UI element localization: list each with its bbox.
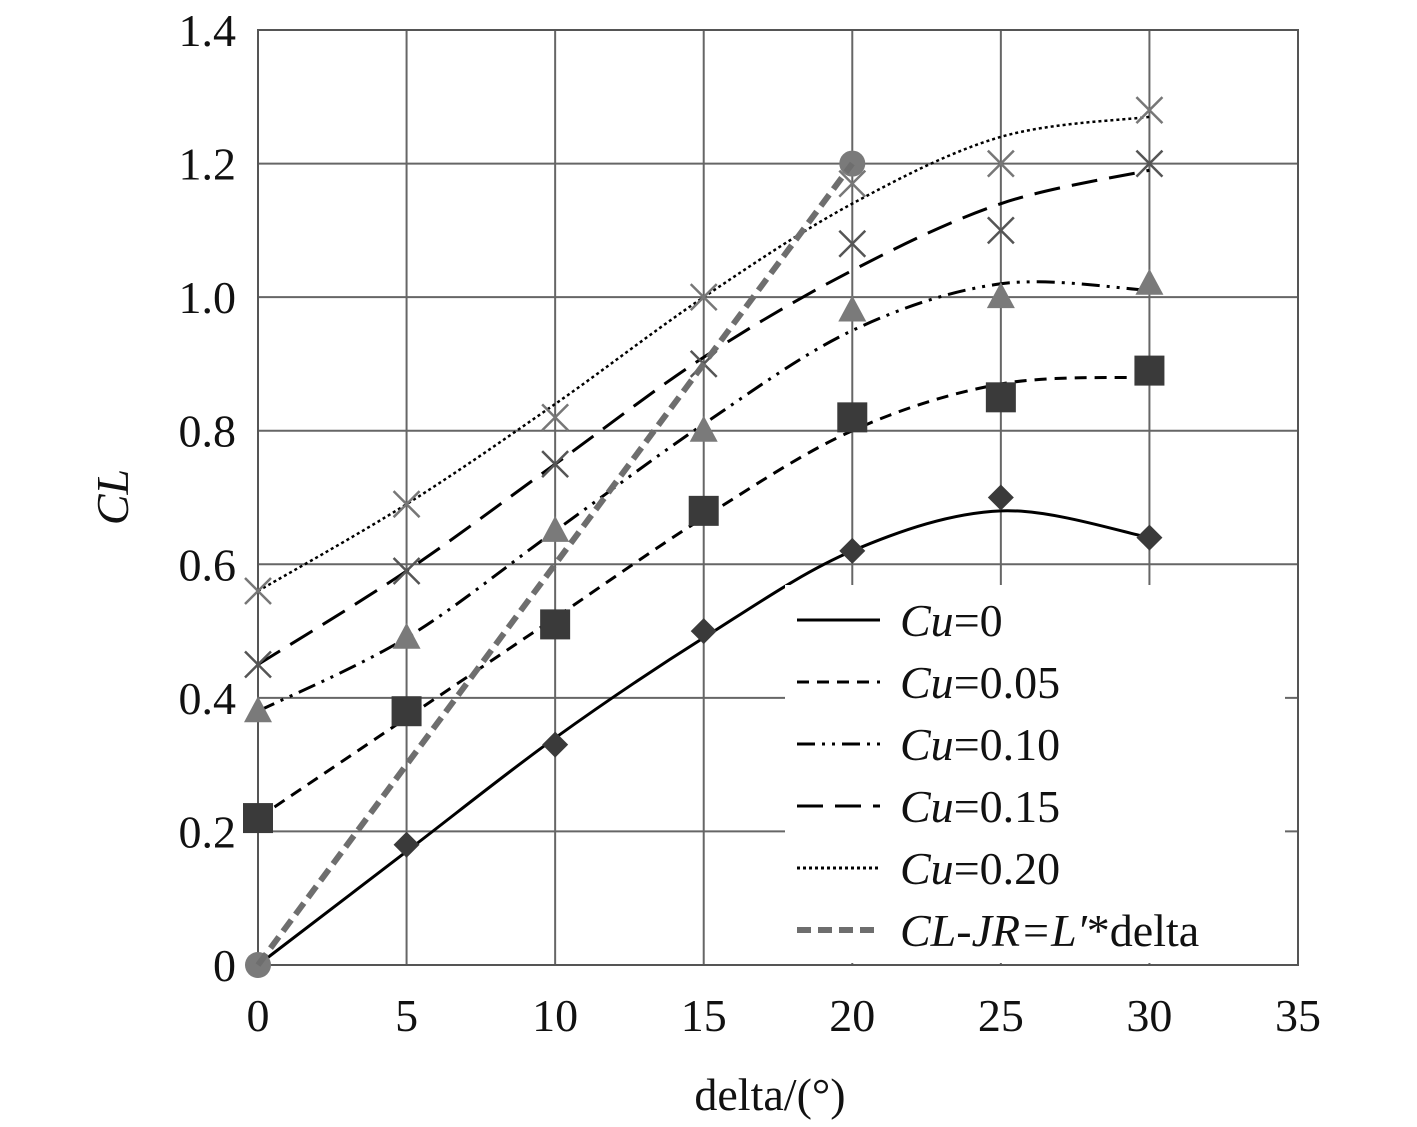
data-point-square xyxy=(985,382,1016,413)
y-tick-label: 0.4 xyxy=(179,673,237,724)
data-point-diamond xyxy=(393,831,420,858)
plot-frame xyxy=(257,29,1299,966)
data-point-square xyxy=(540,609,571,640)
legend-label-rest: =0.05 xyxy=(954,657,1060,708)
legend-label-3: Cu=0.15 xyxy=(900,781,1060,832)
y-tick-label: 0.8 xyxy=(179,406,237,457)
data-point-triangle xyxy=(1135,268,1164,295)
data-point-square xyxy=(837,402,868,433)
marker-stroke xyxy=(244,577,272,605)
data-point-triangle xyxy=(986,282,1015,309)
marker-stroke xyxy=(986,216,1015,245)
marker-stroke xyxy=(244,650,272,679)
legend-background xyxy=(785,585,1285,963)
marker-stroke xyxy=(986,149,1015,178)
legend-label-rest: =0.10 xyxy=(954,719,1060,770)
legend-label-italic: Cu xyxy=(900,657,954,708)
data-point-x xyxy=(244,650,272,679)
x-tick-label: 15 xyxy=(681,990,727,1041)
marker-stroke xyxy=(392,490,421,519)
marker-stroke xyxy=(838,229,867,258)
data-point-x xyxy=(838,229,867,258)
x-tick-label: 10 xyxy=(532,990,578,1041)
data-point-x xyxy=(986,216,1015,245)
data-point-x xyxy=(986,149,1015,178)
data-point-diamond xyxy=(1136,524,1163,551)
data-point-square xyxy=(1134,355,1165,386)
data-point-triangle xyxy=(541,515,570,542)
marker-stroke xyxy=(541,450,570,478)
axes: 0 5 10 15 20 25 30 35 0 0.2 0.4 0.6 0.8 1.0 1.2 1.4 xyxy=(179,5,1322,1041)
data-point-square xyxy=(243,803,273,834)
series-line-5 xyxy=(255,161,855,967)
legend-label-rest: *delta xyxy=(1087,905,1199,956)
x-tick-label: 20 xyxy=(829,990,875,1041)
data-point-triangle xyxy=(244,696,272,723)
x-tick-label: 25 xyxy=(978,990,1024,1041)
marker-stroke xyxy=(1135,149,1164,178)
legend: Cu=0Cu=0.05Cu=0.10Cu=0.15Cu=0.20CL-JR=L′… xyxy=(785,585,1285,963)
data-point-x xyxy=(1135,149,1164,178)
data-point-diamond xyxy=(839,537,866,564)
legend-label-italic: CL-JR=L′ xyxy=(900,905,1088,956)
series-markers-1 xyxy=(243,355,1165,834)
data-point-x xyxy=(392,490,421,519)
legend-label-5: CL-JR=L′*delta xyxy=(900,905,1199,956)
x-tick-label: 0 xyxy=(247,990,270,1041)
data-point-square xyxy=(391,696,422,727)
data-point-diamond xyxy=(987,484,1014,511)
data-point-square xyxy=(688,495,719,526)
data-point-x xyxy=(541,403,570,432)
data-point-x xyxy=(689,283,718,312)
legend-label-1: Cu=0.05 xyxy=(900,657,1060,708)
data-point-x xyxy=(244,577,272,605)
legend-label-italic: Cu xyxy=(900,719,954,770)
data-point-diamond xyxy=(542,731,569,758)
y-tick-label: 0.2 xyxy=(179,806,237,857)
marker-stroke xyxy=(838,169,867,198)
marker-stroke xyxy=(689,283,718,312)
x-tick-label: 5 xyxy=(395,990,418,1041)
legend-label-rest: =0.15 xyxy=(954,781,1060,832)
markers xyxy=(243,96,1165,978)
data-point-x xyxy=(541,450,570,478)
legend-label-0: Cu=0 xyxy=(900,595,1003,646)
legend-label-rest: =0.20 xyxy=(954,843,1060,894)
marker-stroke xyxy=(541,403,570,432)
x-tick-label: 30 xyxy=(1126,990,1172,1041)
legend-label-rest: =0 xyxy=(954,595,1003,646)
legend-label-italic: Cu xyxy=(900,843,954,894)
data-point-x xyxy=(1135,96,1164,125)
y-axis-title: CL xyxy=(87,469,138,525)
y-tick-label: 1.2 xyxy=(179,139,237,190)
y-tick-label: 0 xyxy=(213,940,236,991)
data-point-x xyxy=(392,557,421,585)
x-axis-title: delta/(°) xyxy=(694,1069,845,1120)
marker-stroke xyxy=(392,557,421,585)
legend-label-4: Cu=0.20 xyxy=(900,843,1060,894)
data-point-diamond xyxy=(690,618,717,645)
y-tick-label: 1.4 xyxy=(179,5,237,56)
legend-label-2: Cu=0.10 xyxy=(900,719,1060,770)
data-point-triangle xyxy=(392,622,421,649)
data-point-triangle xyxy=(689,415,718,442)
legend-label-italic: Cu xyxy=(900,781,954,832)
legend-label-italic: Cu xyxy=(900,595,954,646)
data-point-triangle xyxy=(838,295,867,322)
x-tick-label: 35 xyxy=(1275,990,1321,1041)
y-tick-label: 1.0 xyxy=(179,272,237,323)
series-markers-4 xyxy=(244,96,1164,605)
data-point-x xyxy=(838,169,867,198)
series-markers-2 xyxy=(244,268,1164,723)
marker-stroke xyxy=(1135,96,1164,125)
y-tick-label: 0.6 xyxy=(179,539,237,590)
